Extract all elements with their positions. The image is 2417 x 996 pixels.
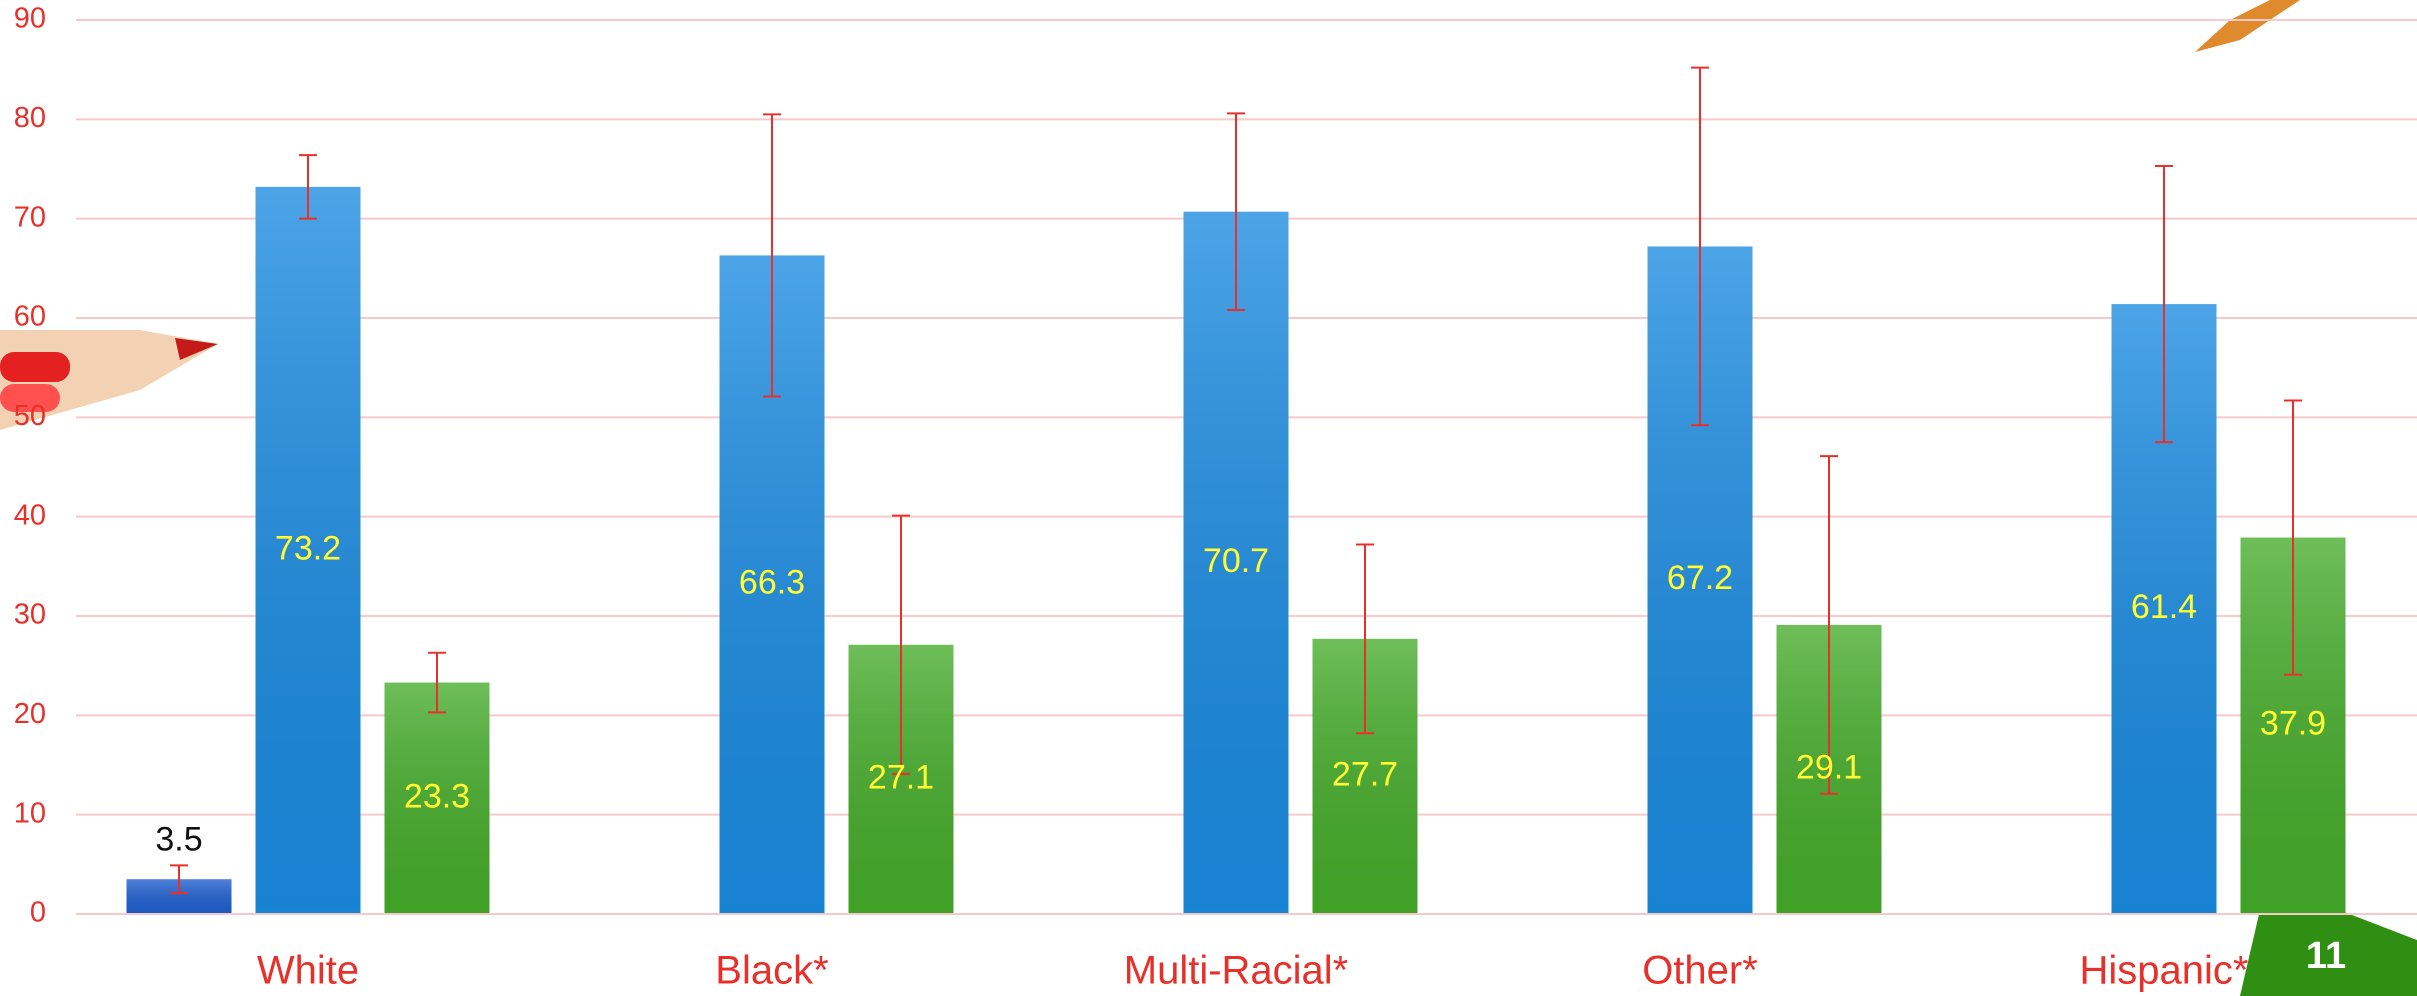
error-bar (299, 154, 317, 220)
x-tick-label: Black* (715, 949, 828, 993)
data-label: 3.5 (155, 820, 202, 858)
bar-shade (1183, 211, 1289, 915)
data-label: 61.4 (2131, 588, 2197, 626)
error-bar (1227, 112, 1245, 312)
error-bar (1820, 455, 1838, 795)
y-tick-label: 0 (30, 897, 46, 929)
y-tick-label: 60 (14, 301, 46, 333)
error-bar (1691, 66, 1709, 427)
page-number: 11 (2306, 935, 2346, 977)
data-label: 66.3 (739, 564, 805, 602)
x-tick-label: Hispanic* (2080, 949, 2249, 993)
pencil-left (0, 330, 218, 430)
bar-shade (384, 682, 490, 914)
data-label: 27.7 (1332, 755, 1398, 793)
data-label: 27.1 (868, 758, 934, 796)
data-label: 23.3 (404, 777, 470, 815)
error-bar (428, 651, 446, 714)
y-tick-label: 40 (14, 499, 46, 531)
error-bar (1356, 543, 1374, 735)
y-tick-label: 70 (14, 201, 46, 233)
page-corner: 11 (2240, 895, 2417, 996)
data-label: 73.2 (275, 529, 341, 567)
data-label: 29.1 (1796, 748, 1862, 786)
error-bar (892, 514, 910, 775)
bar-shade (255, 186, 361, 914)
error-bar (170, 864, 188, 895)
y-tick-label: 80 (14, 102, 46, 134)
y-tick-label: 20 (14, 698, 46, 730)
data-label: 70.7 (1203, 542, 1269, 580)
data-label: 67.2 (1667, 559, 1733, 597)
x-tick-label: Multi-Racial* (1124, 949, 1349, 993)
data-label: 37.9 (2260, 705, 2326, 743)
y-tick-label: 10 (14, 797, 46, 829)
error-bar (763, 113, 781, 398)
y-tick-label: 50 (14, 400, 46, 432)
error-bar (2155, 165, 2173, 444)
y-tick-label: 90 (14, 3, 46, 35)
pencil-right (2195, 0, 2300, 52)
x-tick-label: White (257, 949, 359, 993)
x-tick-label: Other* (1642, 949, 1758, 993)
error-bar (2284, 399, 2302, 676)
y-tick-label: 30 (14, 599, 46, 631)
